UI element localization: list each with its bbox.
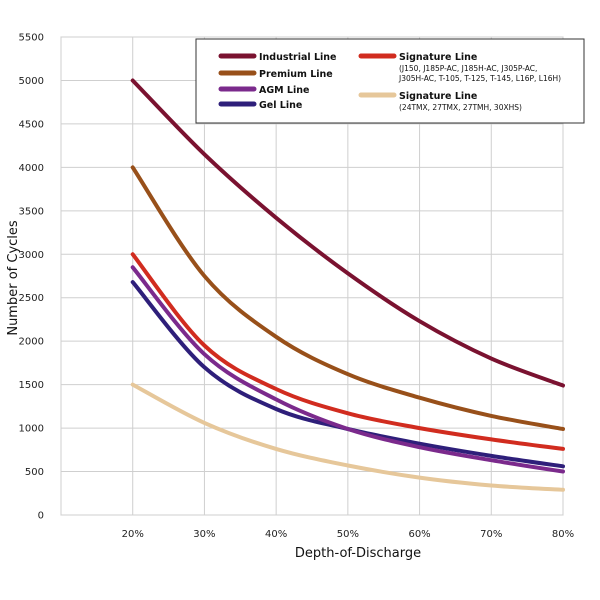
x-axis-title: Depth-of-Discharge	[295, 546, 421, 561]
x-axis-ticks: 20% 30% 40% 50% 60% 70% 80%	[122, 529, 575, 540]
y-tick-label: 0	[38, 511, 44, 522]
y-axis-ticks: 0 500 1000 1500 2000 2500 3000 3500 4000 4500 5000…	[19, 33, 44, 522]
x-tick-label: 50%	[337, 529, 359, 540]
legend-label-premium: Premium Line	[259, 69, 333, 80]
legend-label-gel: Gel Line	[259, 100, 302, 111]
x-tick-label: 20%	[122, 529, 144, 540]
series-line-premium	[130, 165, 565, 431]
y-tick-label: 1000	[19, 424, 44, 435]
y-tick-label: 500	[25, 467, 44, 478]
legend-note-signature-agm-1: (24TMX, 27TMX, 27TMH, 30XHS)	[399, 103, 522, 112]
y-tick-label: 2500	[19, 293, 44, 304]
y-tick-label: 5500	[19, 33, 44, 44]
legend-label-signature-agm: Signature Line	[399, 91, 477, 102]
legend-label-industrial: Industrial Line	[259, 52, 337, 63]
y-axis-title: Number of Cycles	[6, 220, 21, 336]
x-tick-label: 80%	[552, 529, 574, 540]
series-line-signature-flooded	[130, 252, 565, 451]
legend-label-agm: AGM Line	[259, 85, 309, 96]
y-tick-label: 2000	[19, 337, 44, 348]
series-line-industrial	[130, 78, 565, 388]
legend-box	[195, 38, 585, 124]
x-tick-label: 30%	[193, 529, 215, 540]
series-lines	[130, 78, 565, 492]
series-line-agm	[130, 265, 565, 474]
y-tick-label: 3500	[19, 206, 44, 217]
y-tick-label: 3000	[19, 250, 44, 261]
x-tick-label: 70%	[480, 529, 502, 540]
y-tick-label: 4000	[19, 163, 44, 174]
series-line-signature-agm	[130, 382, 565, 492]
y-tick-label: 5000	[19, 76, 44, 87]
legend: Industrial Line Premium Line AGM Line Ge…	[195, 38, 585, 124]
x-tick-label: 40%	[265, 529, 287, 540]
y-tick-label: 4500	[19, 119, 44, 130]
y-tick-label: 1500	[19, 380, 44, 391]
legend-note-signature-flooded-1: (J150, J185P-AC, J185H-AC, J305P-AC,	[399, 64, 537, 73]
x-tick-label: 60%	[408, 529, 430, 540]
legend-label-signature-flooded: Signature Line	[399, 52, 477, 63]
legend-note-signature-flooded-2: J305H-AC, T-105, T-125, T-145, L16P, L16…	[398, 74, 561, 83]
